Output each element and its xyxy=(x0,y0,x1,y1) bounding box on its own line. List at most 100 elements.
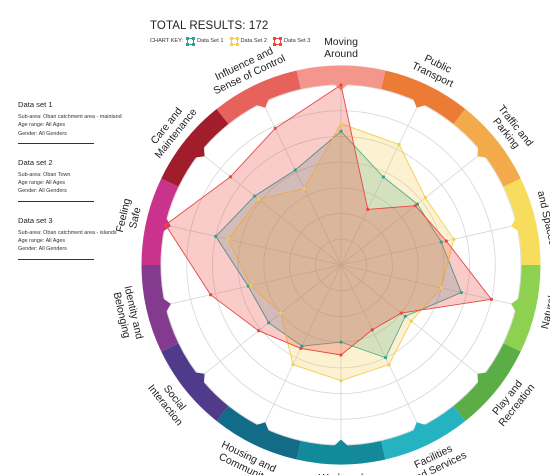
series-2-point[interactable] xyxy=(339,121,343,126)
category-segment[interactable] xyxy=(141,264,179,352)
dataset-gender: Gender: All Genders xyxy=(18,188,67,195)
series-1-point[interactable] xyxy=(252,194,257,198)
key-item-label: Data Set 1 xyxy=(197,38,224,44)
swatch-icon xyxy=(272,36,282,46)
series-2-point[interactable] xyxy=(397,142,401,147)
category-segment[interactable] xyxy=(503,264,541,352)
grid-spoke xyxy=(340,264,517,306)
series-1-point[interactable] xyxy=(267,321,271,325)
series-1-point[interactable] xyxy=(339,129,343,133)
total-results: TOTAL RESULTS: 172 xyxy=(150,20,269,32)
series-1-point[interactable] xyxy=(384,356,388,360)
series-1-point[interactable] xyxy=(459,290,463,295)
series-1-point[interactable] xyxy=(339,340,343,344)
series-2-point[interactable] xyxy=(387,363,391,367)
series-1-point[interactable] xyxy=(381,175,385,179)
dataset-title: Data set 3 xyxy=(18,215,53,225)
category-segment[interactable] xyxy=(141,178,179,266)
key-item-set-2[interactable]: Data Set 2 xyxy=(229,36,267,46)
grid-spoke xyxy=(262,102,342,266)
dataset-info-1: Data set 1 Sub-area: Oban catchment area… xyxy=(18,100,128,144)
series-3-point[interactable] xyxy=(339,353,343,357)
key-item-set-3[interactable]: Data Set 3 xyxy=(272,36,311,46)
category-segment[interactable] xyxy=(296,440,386,465)
segment-pointer xyxy=(334,439,348,446)
series-3-point[interactable] xyxy=(399,311,403,315)
series-3-point[interactable] xyxy=(256,329,261,333)
category-segment[interactable] xyxy=(380,406,466,460)
series-3-point[interactable] xyxy=(299,346,303,351)
series-2-point[interactable] xyxy=(439,286,443,290)
category-segment[interactable] xyxy=(216,406,302,460)
series-3-point[interactable] xyxy=(339,83,343,87)
category-label: Work andLocal Economy xyxy=(305,472,378,475)
series-2-point[interactable] xyxy=(339,379,343,383)
series-2-point[interactable] xyxy=(409,319,413,323)
segment-pointer xyxy=(477,372,487,384)
grid-spoke xyxy=(200,264,342,378)
series-3-point[interactable] xyxy=(444,239,448,243)
series-3-point[interactable] xyxy=(370,328,374,332)
chart-key: CHART KEY: Data Set 1 Data Set 2 Data Se… xyxy=(150,36,316,46)
grid-spoke xyxy=(165,224,342,266)
category-segment[interactable] xyxy=(503,178,541,266)
dataset-info-2: Data set 2 Sub-area: Oban Town Age range… xyxy=(18,158,128,202)
dataset-info-3: Data set 3 Sub-area: Oban catchment area… xyxy=(18,216,128,260)
series-3-point[interactable] xyxy=(273,126,277,130)
series-1-point[interactable] xyxy=(403,314,407,318)
dataset-gender: Gender: All Genders xyxy=(18,130,67,137)
series-1-point[interactable] xyxy=(246,284,250,288)
series-3-point[interactable] xyxy=(228,175,233,179)
dataset-info-panel: Data set 1 Sub-area: Oban catchment area… xyxy=(18,100,128,274)
series-1-point[interactable] xyxy=(214,234,218,238)
divider xyxy=(18,200,94,202)
grid-spoke xyxy=(340,102,420,266)
dataset-title: Data set 2 xyxy=(18,157,53,167)
series-1-point[interactable] xyxy=(439,240,443,244)
series-2-point[interactable] xyxy=(291,363,295,367)
series-2-point[interactable] xyxy=(452,237,456,241)
key-item-set-1[interactable]: Data Set 1 xyxy=(186,36,224,46)
dataset-age: Age range: All Ages xyxy=(18,238,66,245)
series-3-point[interactable] xyxy=(489,297,494,301)
series-2-point[interactable] xyxy=(256,197,261,201)
category-label: FeelingSafe xyxy=(114,197,145,236)
segment-pointer xyxy=(256,422,269,431)
segment-pointer xyxy=(334,84,348,91)
category-segment[interactable] xyxy=(380,70,466,124)
category-segment[interactable] xyxy=(161,343,229,421)
category-segment[interactable] xyxy=(453,343,521,421)
series-3-point[interactable] xyxy=(163,223,168,227)
segment-pointer xyxy=(195,372,205,384)
swatch-icon xyxy=(186,36,196,46)
dataset-title: Data set 1 xyxy=(18,100,53,109)
series-3-point[interactable] xyxy=(366,207,370,211)
chart-key-label: CHART KEY: xyxy=(150,38,184,44)
dataset-age: Age range: All Ages xyxy=(18,122,66,129)
series-2-point[interactable] xyxy=(279,311,283,315)
category-segment[interactable] xyxy=(453,109,521,187)
series-2-point[interactable] xyxy=(226,237,230,241)
segment-pointer xyxy=(413,422,426,431)
category-segment[interactable] xyxy=(296,65,386,90)
segment-pointer xyxy=(163,298,171,313)
dataset-subarea: Sub-area: Oban catchment area - mainland xyxy=(18,114,122,120)
dataset-age: Age range: All Ages xyxy=(18,180,66,187)
series-2-point[interactable] xyxy=(302,186,306,191)
divider xyxy=(18,142,94,144)
swatch-icon xyxy=(229,36,239,46)
segment-pointer xyxy=(256,99,269,108)
category-label: Moving Around xyxy=(324,36,358,60)
series-2-point[interactable] xyxy=(423,196,428,200)
dataset-gender: Gender: All Genders xyxy=(18,246,67,253)
series-3-point[interactable] xyxy=(209,293,213,297)
series-1-point[interactable] xyxy=(293,168,297,172)
series-3-point[interactable] xyxy=(413,204,417,208)
category-segment[interactable] xyxy=(216,70,302,124)
key-item-label: Data Set 3 xyxy=(283,38,311,44)
segment-pointer xyxy=(477,146,487,158)
series-2-point[interactable] xyxy=(249,283,253,288)
segment-pointer xyxy=(413,99,426,108)
category-segment[interactable] xyxy=(161,109,229,187)
